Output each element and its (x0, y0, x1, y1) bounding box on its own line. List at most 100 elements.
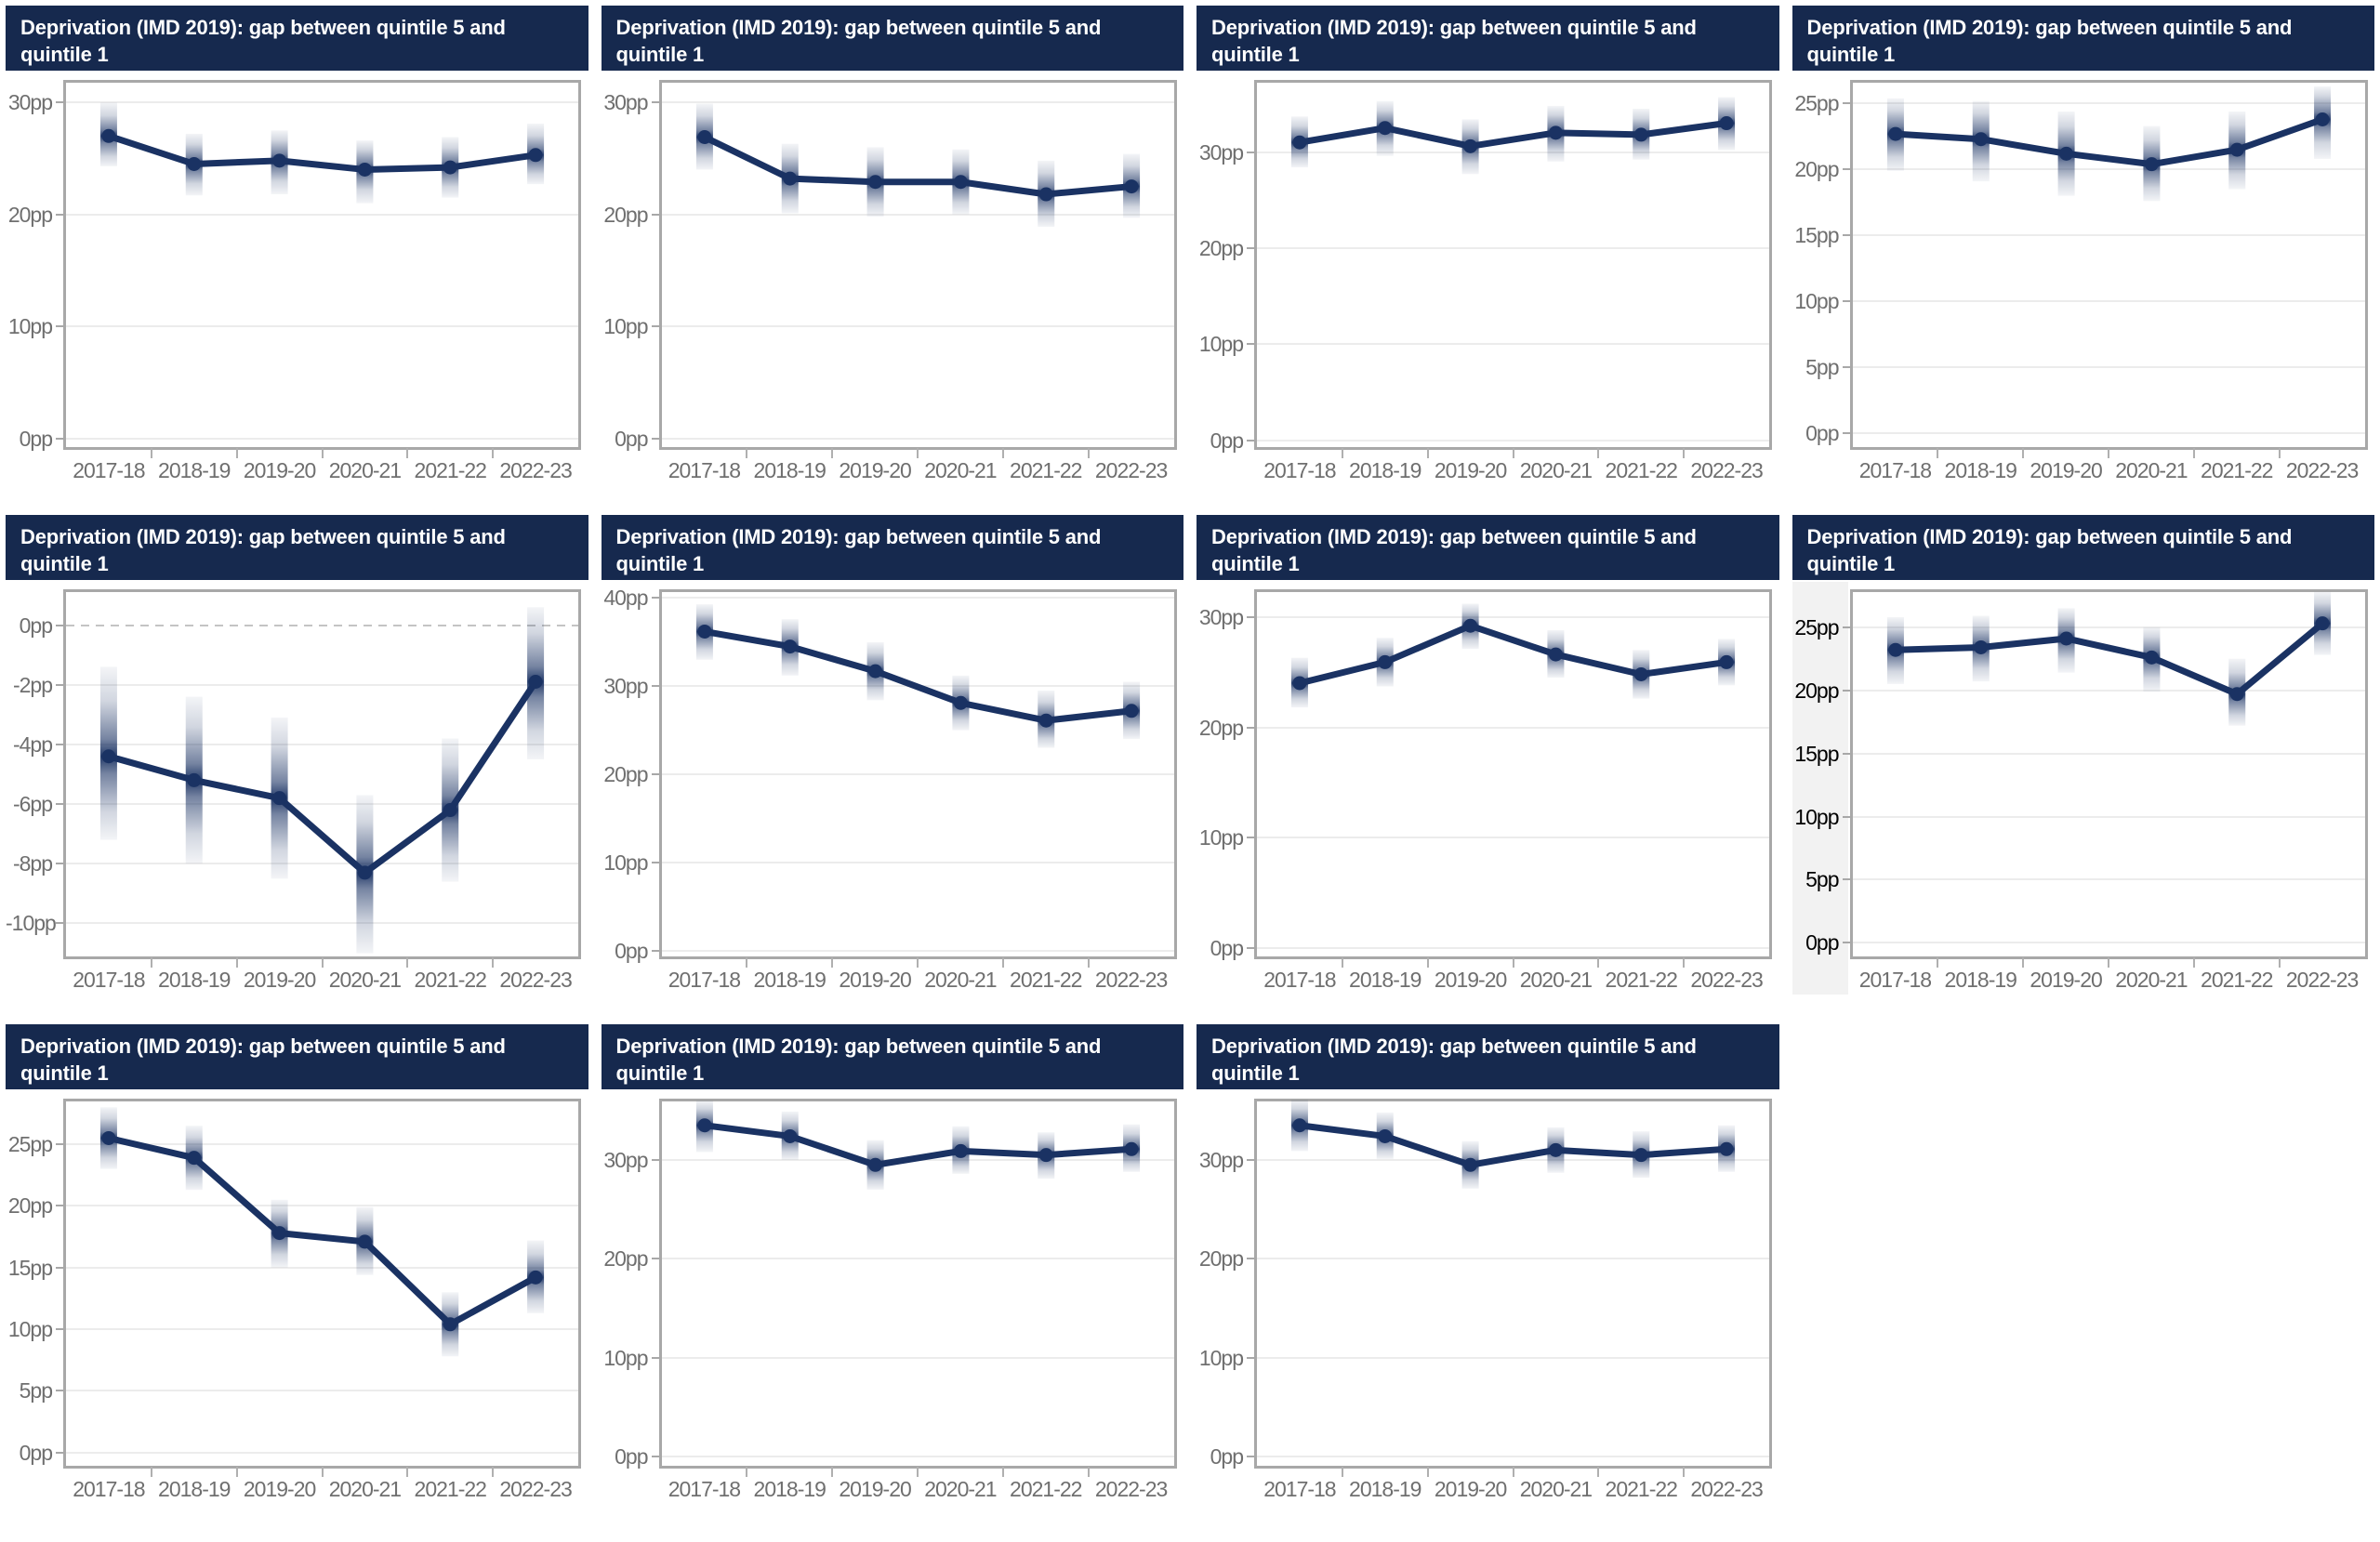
chart-plot-area: 30pp 20pp 10pp 0pp 2017-18 2018-19 2019-20 2020… (1197, 1099, 1779, 1526)
x-axis-label: 2017-18 (1263, 1477, 1336, 1501)
x-axis-tick (321, 957, 324, 968)
y-axis-tick (1247, 1158, 1254, 1161)
x-axis-label: 2022-23 (1094, 1477, 1168, 1501)
y-axis-label: -8pp (12, 851, 53, 876)
data-point (443, 803, 457, 818)
y-axis-tick (1842, 168, 1850, 171)
x-axis-tick (2278, 957, 2281, 968)
gridline (66, 1143, 578, 1146)
data-point (272, 791, 287, 806)
data-point (357, 162, 372, 177)
x-axis-label: 2022-23 (1094, 968, 1168, 992)
y-axis-label: 20pp (1198, 1246, 1244, 1272)
data-point (357, 1234, 372, 1249)
gridline (66, 1328, 578, 1331)
y-axis-label: 10pp (603, 314, 648, 339)
y-axis-label: 5pp (19, 1378, 53, 1404)
trend-line (1296, 120, 1730, 150)
x-axis-tick (746, 1467, 748, 1477)
x-axis-tick (2108, 957, 2109, 968)
chart-title-bar: Deprivation (IMD 2019): gap between quin… (6, 1024, 588, 1089)
y-axis-label: 25pp (1794, 91, 1839, 116)
y-axis-label: 0pp (615, 1444, 648, 1470)
gridline (1257, 439, 1769, 442)
x-axis-label: 2018-19 (1944, 458, 2017, 482)
data-point (1719, 1141, 1734, 1156)
y-axis-tick (1247, 246, 1254, 249)
x-axis-label: 2021-22 (1605, 1477, 1678, 1501)
trend-series (695, 604, 1140, 748)
data-point (1973, 639, 1988, 654)
gridline (66, 922, 578, 925)
data-point (101, 749, 116, 764)
y-axis-label: 20pp (7, 202, 53, 227)
x-axis-tick (2022, 957, 2025, 968)
y-axis-tick (56, 1390, 63, 1392)
x-axis-tick (1597, 957, 1600, 968)
x-axis-label: 2021-22 (2201, 458, 2273, 482)
y-axis-label: 10pp (7, 1317, 53, 1342)
y-axis-tick (1842, 234, 1850, 237)
chart-plot-area: 30pp 20pp 10pp 0pp 2017-18 2018-19 2019-20 2020… (602, 1099, 1184, 1526)
trend-series (1290, 97, 1736, 175)
x-axis-label: 2018-19 (1349, 1477, 1421, 1501)
y-axis-label: 30pp (1198, 604, 1244, 629)
x-axis-tick (1087, 448, 1090, 458)
data-point (1633, 666, 1648, 681)
zero-gridline (66, 624, 578, 626)
x-axis-label: 2018-19 (1349, 968, 1421, 992)
x-axis-tick (2278, 448, 2281, 458)
x-axis-tick (235, 957, 238, 968)
data-point (867, 175, 882, 190)
data-point (443, 1317, 457, 1332)
gridline (1852, 234, 2365, 237)
x-axis-label: 2021-22 (1010, 458, 1082, 482)
gridline (66, 1390, 578, 1392)
trend-series (1290, 603, 1736, 708)
y-axis-tick (651, 101, 659, 104)
gridline (1852, 752, 2365, 755)
data-point (528, 1270, 543, 1285)
x-axis-tick (492, 957, 495, 968)
x-axis-label: 2017-18 (1858, 458, 1932, 482)
gridline (1852, 689, 2365, 692)
x-axis-tick (492, 448, 495, 458)
chart-plot-area: 25pp 20pp 15pp 10pp 5pp 0pp 2017-18 2018-19 2019… (6, 1099, 588, 1526)
chart-title-bar: Deprivation (IMD 2019): gap between quin… (601, 1024, 1183, 1089)
trend-series (99, 607, 545, 954)
data-point (1548, 647, 1563, 662)
y-axis-tick (56, 624, 63, 626)
y-axis-tick (56, 101, 63, 104)
data-point (187, 156, 202, 171)
x-axis-tick (1937, 448, 1939, 458)
gridline (1257, 151, 1769, 153)
trend-line (1296, 622, 1730, 687)
y-axis-tick (1842, 815, 1850, 818)
x-axis-tick (1087, 1467, 1090, 1477)
chart-plot-area: 25pp 20pp 15pp 10pp 5pp 0pp 2017-18 2018-19 2019… (1792, 582, 2375, 1017)
y-axis-label: 10pp (603, 850, 648, 875)
data-point (1633, 127, 1648, 142)
data-point (696, 624, 711, 639)
x-axis-label: 2018-19 (753, 458, 826, 482)
x-axis-tick (1001, 448, 1004, 458)
trend-series (695, 1100, 1140, 1190)
y-axis-label: 0pp (1210, 1444, 1244, 1470)
y-axis-label: 25pp (1794, 614, 1839, 639)
gridline (66, 1451, 578, 1454)
x-axis-label: 2019-20 (243, 1477, 316, 1501)
data-point (782, 171, 797, 186)
gridline (1257, 246, 1769, 249)
gridline (661, 101, 1174, 104)
deprivation-gap-chart-card-8: Deprivation (IMD 2019): gap between quin… (1792, 515, 2375, 1017)
y-axis-tick (56, 1266, 63, 1269)
deprivation-gap-chart-card-11: Deprivation (IMD 2019): gap between quin… (1197, 1024, 1779, 1526)
y-axis-tick (56, 1143, 63, 1146)
x-axis-label: 2022-23 (1690, 968, 1763, 992)
chart-title: Deprivation (IMD 2019): gap between quin… (1211, 1035, 1697, 1086)
y-axis-tick (1842, 689, 1850, 692)
trend-line (105, 132, 539, 173)
y-axis-label: 0pp (1210, 428, 1244, 453)
x-axis-label: 2017-18 (73, 1477, 145, 1501)
